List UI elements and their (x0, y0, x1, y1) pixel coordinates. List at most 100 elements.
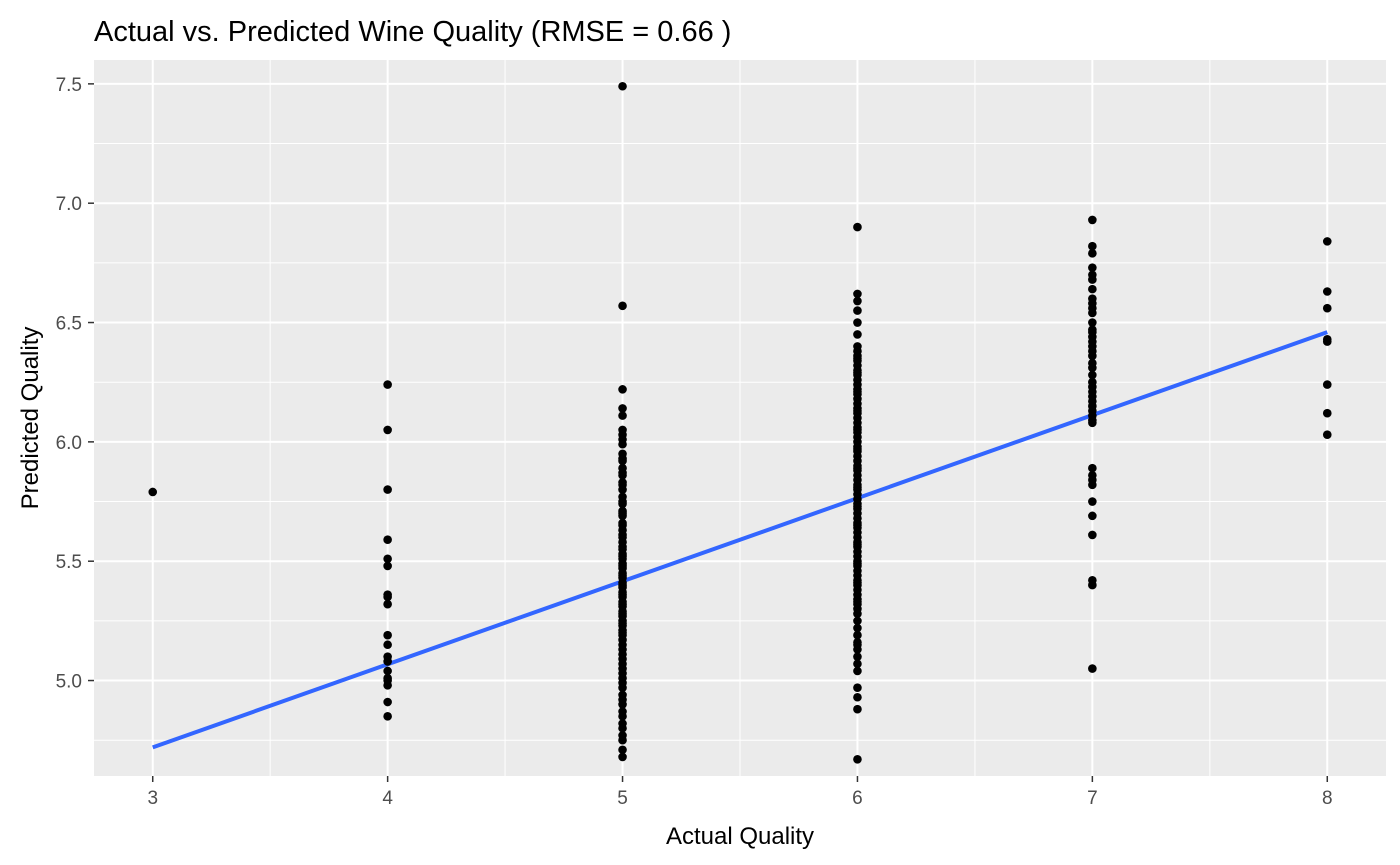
data-point (853, 425, 862, 435)
data-point (618, 411, 627, 420)
data-points (148, 81, 1332, 764)
data-point (618, 580, 627, 590)
data-point (618, 81, 627, 91)
data-point (853, 444, 862, 454)
data-point (1322, 430, 1332, 440)
data-point (853, 652, 862, 661)
data-point (383, 380, 392, 389)
data-point (618, 745, 627, 755)
data-point (383, 425, 392, 435)
data-point (853, 289, 862, 299)
data-point (1088, 303, 1097, 313)
data-point (853, 597, 862, 607)
chart-title: Actual vs. Predicted Wine Quality (RMSE … (94, 16, 731, 48)
y-tick-label: 5.0 (56, 672, 82, 693)
data-point (853, 330, 862, 339)
data-point (853, 559, 862, 568)
data-point (618, 533, 627, 542)
data-point (618, 509, 627, 518)
data-point (1088, 318, 1097, 327)
data-point (618, 497, 627, 506)
data-point (383, 554, 392, 564)
data-point (383, 599, 392, 609)
data-point (1088, 263, 1097, 272)
regression-line (152, 330, 1328, 750)
data-point (618, 752, 627, 762)
data-point (1088, 215, 1097, 225)
data-point (1088, 463, 1097, 473)
data-point (1088, 249, 1097, 258)
y-tick-label: 7.5 (56, 75, 82, 96)
data-point (1322, 287, 1332, 296)
data-point (853, 502, 862, 511)
data-point (1088, 370, 1097, 380)
data-point (853, 609, 862, 619)
data-point (853, 704, 862, 714)
data-point (618, 735, 627, 745)
x-axis: 3 4 5 6 7 8 (147, 776, 1333, 809)
data-point (383, 592, 392, 602)
data-point (853, 222, 862, 232)
x-tick-label: 8 (1322, 788, 1333, 809)
data-point (618, 618, 627, 628)
data-point (1088, 418, 1097, 428)
data-point (618, 599, 627, 609)
trend-line-layer (152, 330, 1328, 750)
data-point (853, 406, 862, 416)
data-point (1322, 408, 1332, 418)
data-point (383, 640, 392, 650)
data-point (1088, 363, 1097, 373)
data-point (618, 571, 627, 580)
data-point (1088, 284, 1097, 294)
y-tick-label: 6.5 (56, 314, 82, 335)
y-tick-label: 6.0 (56, 433, 82, 454)
data-point (383, 712, 392, 721)
data-point (853, 306, 862, 315)
data-point (618, 454, 627, 463)
data-point (618, 404, 627, 413)
data-point (853, 630, 862, 640)
data-point (853, 754, 862, 764)
data-point (618, 609, 627, 619)
data-point (853, 640, 862, 650)
data-point (853, 616, 862, 626)
data-point (853, 482, 862, 492)
data-point (1322, 380, 1332, 389)
data-point (618, 712, 627, 721)
data-point (1088, 580, 1097, 590)
x-tick-label: 7 (1087, 788, 1098, 809)
data-point (618, 561, 627, 571)
data-point (853, 387, 862, 397)
data-point (853, 463, 862, 473)
data-point (383, 657, 392, 666)
data-point (618, 723, 627, 733)
data-point (618, 683, 627, 692)
minor-gridlines (94, 60, 1386, 776)
data-point (618, 552, 627, 561)
y-axis-title: Predicted Quality (17, 327, 44, 510)
data-point (618, 301, 627, 311)
data-point (618, 521, 627, 530)
data-point (1088, 511, 1097, 521)
data-point (618, 468, 627, 478)
data-point (1088, 664, 1097, 673)
data-point (1088, 270, 1097, 280)
data-point (618, 544, 627, 554)
x-tick-label: 6 (852, 788, 863, 809)
data-point (1088, 480, 1097, 490)
y-tick-label: 7.0 (56, 194, 82, 215)
data-point (1088, 497, 1097, 506)
data-point (853, 318, 862, 327)
data-point (618, 628, 627, 638)
data-point (1088, 327, 1097, 337)
data-point (853, 578, 862, 587)
data-point (618, 590, 627, 599)
x-axis-title: Actual Quality (666, 823, 814, 850)
data-point (1088, 377, 1097, 387)
data-point (383, 697, 392, 707)
y-axis: 5.0 5.5 6.0 6.5 7.0 7.5 (56, 75, 94, 693)
data-point (1088, 351, 1097, 361)
data-point (853, 368, 862, 377)
data-point (853, 683, 862, 692)
